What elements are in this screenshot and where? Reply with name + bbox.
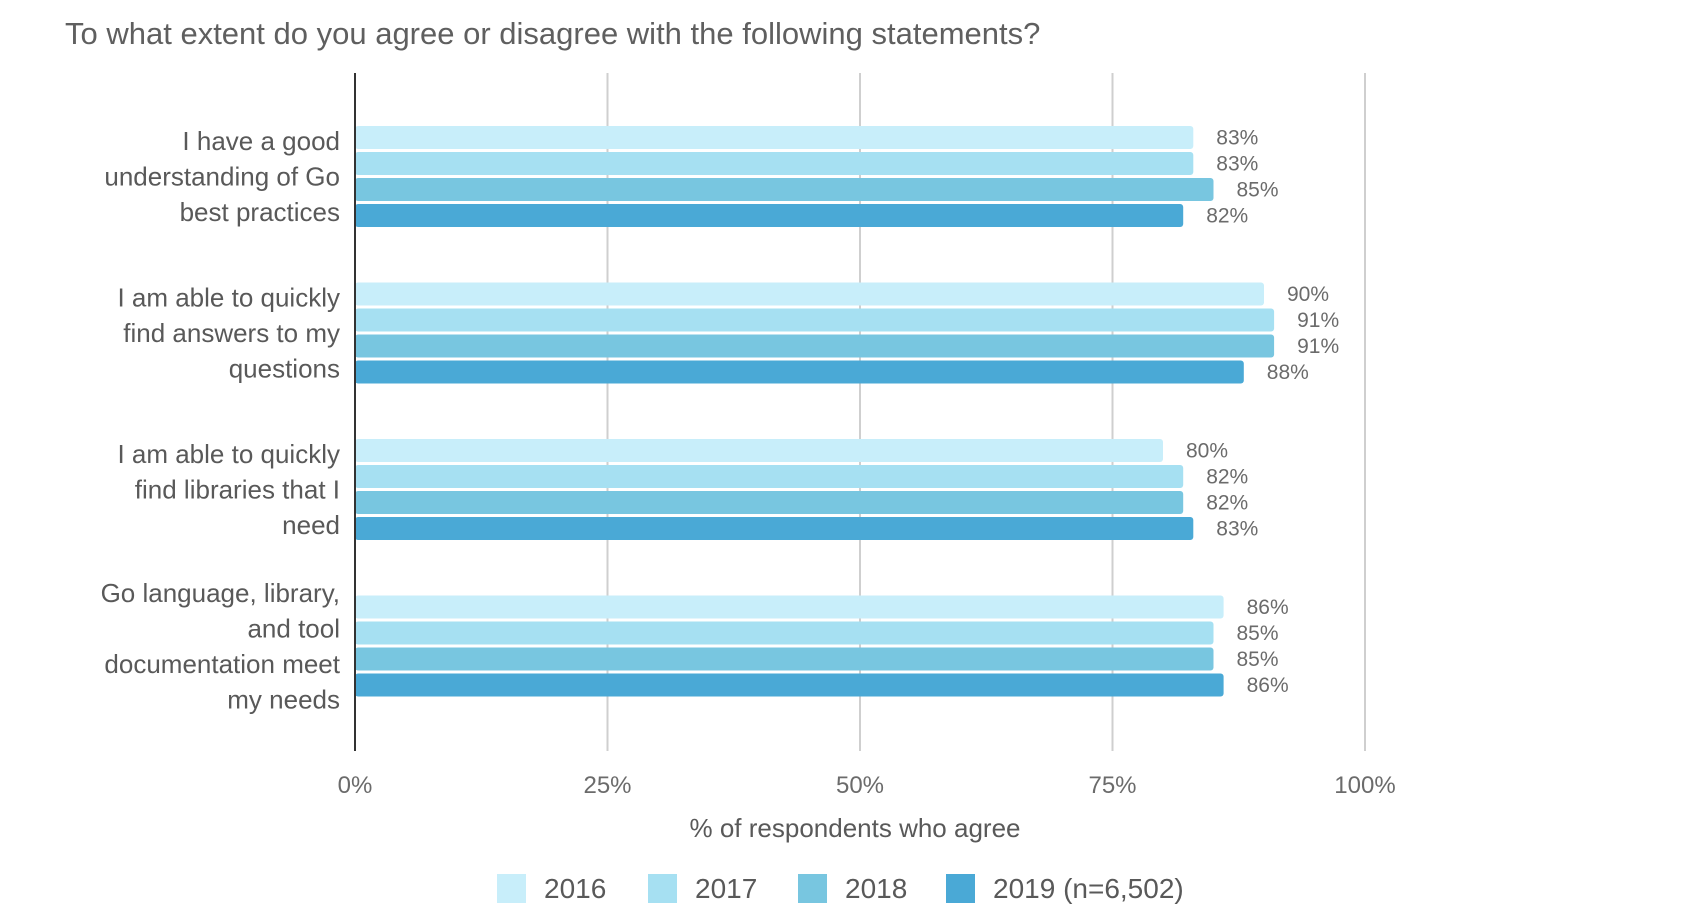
axis-layer: 0% 25% 50% 75% 100%	[338, 73, 1396, 799]
bar	[355, 282, 1264, 306]
bar	[355, 308, 1275, 332]
legend-swatch	[497, 874, 526, 903]
label-layer: 83% 83% 85% 82% I have a good understanding o…	[101, 126, 1340, 714]
data-label: 90%	[1287, 283, 1329, 306]
legend-swatch	[798, 874, 827, 903]
legend-label: 2019 (n=6,502)	[993, 873, 1184, 904]
category-label-line: my needs	[227, 684, 340, 714]
category-label-line: I am able to quickly	[117, 439, 340, 469]
bar	[355, 673, 1224, 697]
bar	[355, 517, 1194, 540]
data-label: 86%	[1247, 674, 1289, 697]
x-tick-label: 0%	[338, 772, 373, 799]
x-tick-label: 25%	[583, 772, 631, 799]
category-label: I am able to quickly find libraries that …	[117, 439, 340, 540]
data-label: 83%	[1216, 518, 1258, 541]
category-label-line: find answers to my	[123, 318, 340, 348]
category-label-line: and tool	[247, 613, 340, 643]
bar	[355, 178, 1214, 201]
data-label: 85%	[1237, 648, 1279, 671]
data-label: 86%	[1247, 596, 1289, 619]
data-label: 82%	[1206, 205, 1248, 228]
x-tick-label: 50%	[836, 772, 884, 799]
bar	[355, 465, 1184, 488]
data-label: 80%	[1186, 440, 1228, 463]
bar	[355, 204, 1184, 227]
data-label: 91%	[1297, 335, 1339, 358]
x-tick-label: 100%	[1334, 772, 1395, 799]
data-label: 83%	[1216, 153, 1258, 176]
data-label: 85%	[1237, 622, 1279, 645]
data-label: 88%	[1267, 361, 1309, 384]
category-label: I have a good understanding of Go best pra…	[104, 126, 340, 227]
legend-label: 2017	[695, 873, 757, 904]
bar	[355, 491, 1184, 514]
data-label: 82%	[1206, 492, 1248, 515]
bar	[355, 439, 1163, 462]
data-label: 91%	[1297, 309, 1339, 332]
bar	[355, 621, 1214, 645]
category-label-line: find libraries that I	[135, 475, 340, 505]
category-label-line: Go language, library,	[101, 578, 340, 608]
legend-label: 2016	[544, 873, 606, 904]
bar	[355, 334, 1275, 358]
category-label-line: I have a good	[182, 126, 340, 156]
category-label-line: questions	[229, 354, 340, 384]
category-label-line: need	[282, 510, 340, 540]
bar	[355, 152, 1194, 175]
data-label: 85%	[1237, 179, 1279, 202]
x-tick-label: 75%	[1088, 772, 1136, 799]
data-label: 83%	[1216, 127, 1258, 150]
category-label-line: understanding of Go	[104, 162, 340, 192]
category-label-line: I am able to quickly	[117, 283, 340, 313]
chart-title: To what extent do you agree or disagree …	[65, 16, 1040, 51]
legend-label: 2018	[845, 873, 907, 904]
x-axis-title: % of respondents who agree	[690, 813, 1021, 843]
data-label: 82%	[1206, 466, 1248, 489]
bar	[355, 595, 1224, 619]
bar	[355, 360, 1244, 384]
legend-swatch	[648, 874, 677, 903]
bar	[355, 126, 1194, 149]
legend-swatch	[946, 874, 975, 903]
legend: 2016 2017 2018 2019 (n=6,502)	[497, 873, 1184, 904]
bar	[355, 647, 1214, 671]
category-label-line: documentation meet	[104, 649, 340, 679]
category-label: Go language, library, and tool documentati…	[101, 578, 341, 715]
bar-layer	[355, 126, 1275, 697]
category-label-line: best practices	[180, 197, 340, 227]
category-label: I am able to quickly find answers to my qu…	[117, 283, 340, 384]
